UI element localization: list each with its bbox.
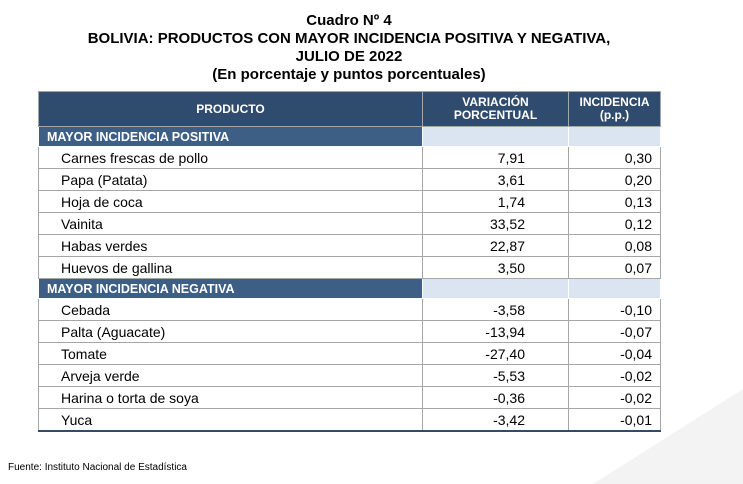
table-row: Papa (Patata) 3,61 0,20	[38, 168, 661, 191]
table-row: Tomate -27,40 -0,04	[38, 342, 661, 365]
product-name: Harina o torta de soya	[38, 386, 423, 409]
variation-value: 7,91	[422, 146, 569, 169]
product-name: Tomate	[38, 342, 423, 365]
incidence-value: -0,04	[568, 342, 661, 365]
variation-value: -13,94	[422, 320, 569, 343]
product-name: Arveja verde	[38, 364, 423, 387]
incidence-value: -0,02	[568, 364, 661, 387]
product-name: Hoja de coca	[38, 190, 423, 213]
table-row: Arveja verde -5,53 -0,02	[38, 364, 661, 387]
product-name: Papa (Patata)	[38, 168, 423, 191]
incidence-table: PRODUCTO VARIACIÓN PORCENTUAL INCIDENCIA(…	[38, 91, 661, 432]
table-number: Cuadro Nº 4	[306, 12, 392, 29]
incidence-value: 0,12	[568, 212, 661, 235]
table-title-block: Cuadro Nº 4 BOLIVIA: PRODUCTOS CON MAYOR…	[38, 12, 660, 84]
product-name: Habas verdes	[38, 234, 423, 257]
column-header-incidence: INCIDENCIA (p.p.)	[568, 91, 661, 127]
product-name: Yuca	[38, 408, 423, 432]
incidence-value: 0,07	[568, 256, 661, 279]
incidence-value: 0,08	[568, 234, 661, 257]
incidence-value: -0,07	[568, 320, 661, 343]
column-header-variation: VARIACIÓN PORCENTUAL	[422, 91, 569, 127]
table-row: Cebada -3,58 -0,10	[38, 298, 661, 321]
table-title: BOLIVIA: PRODUCTOS CON MAYOR INCIDENCIA …	[87, 30, 611, 47]
variation-value: 1,74	[422, 190, 569, 213]
variation-value: -0,36	[422, 386, 569, 409]
table-row: Vainita 33,52 0,12	[38, 212, 661, 235]
variation-value: 3,61	[422, 168, 569, 191]
column-header-product: PRODUCTO	[38, 91, 423, 127]
variation-value: -3,42	[422, 408, 569, 432]
table-period: JULIO DE 2022	[295, 48, 403, 65]
product-name: Carnes frescas de pollo	[38, 146, 423, 169]
variation-value: 33,52	[422, 212, 569, 235]
source-note: Fuente: Instituto Nacional de Estadístic…	[8, 462, 187, 473]
table-row: Yuca -3,42 -0,01	[38, 408, 661, 432]
table-row: Carnes frescas de pollo 7,91 0,30	[38, 146, 661, 169]
product-name: Palta (Aguacate)	[38, 320, 423, 343]
incidence-value: 0,13	[568, 190, 661, 213]
incidence-value: -0,02	[568, 386, 661, 409]
incidence-value: 0,20	[568, 168, 661, 191]
variation-value: -27,40	[422, 342, 569, 365]
section-label: MAYOR INCIDENCIA POSITIVA	[38, 126, 423, 147]
variation-value: -5,53	[422, 364, 569, 387]
product-name: Huevos de gallina	[38, 256, 423, 279]
product-name: Cebada	[38, 298, 423, 321]
table-units: (En porcentaje y puntos porcentuales)	[212, 66, 486, 83]
variation-value: -3,58	[422, 298, 569, 321]
table-row: Palta (Aguacate) -13,94 -0,07	[38, 320, 661, 343]
incidence-value: -0,01	[568, 408, 661, 432]
section-row-positive: MAYOR INCIDENCIA POSITIVA	[38, 126, 661, 147]
table-row: Habas verdes 22,87 0,08	[38, 234, 661, 257]
table-row: Hoja de coca 1,74 0,13	[38, 190, 661, 213]
variation-value: 22,87	[422, 234, 569, 257]
header-row: PRODUCTO VARIACIÓN PORCENTUAL INCIDENCIA(…	[38, 91, 661, 127]
incidence-value: 0,30	[568, 146, 661, 169]
product-name: Vainita	[38, 212, 423, 235]
table-row: Harina o torta de soya -0,36 -0,02	[38, 386, 661, 409]
table-row: Huevos de gallina 3,50 0,07	[38, 256, 661, 279]
variation-value: 3,50	[422, 256, 569, 279]
section-row-negative: MAYOR INCIDENCIA NEGATIVA	[38, 278, 661, 299]
section-label: MAYOR INCIDENCIA NEGATIVA	[38, 278, 423, 299]
incidence-value: -0,10	[568, 298, 661, 321]
